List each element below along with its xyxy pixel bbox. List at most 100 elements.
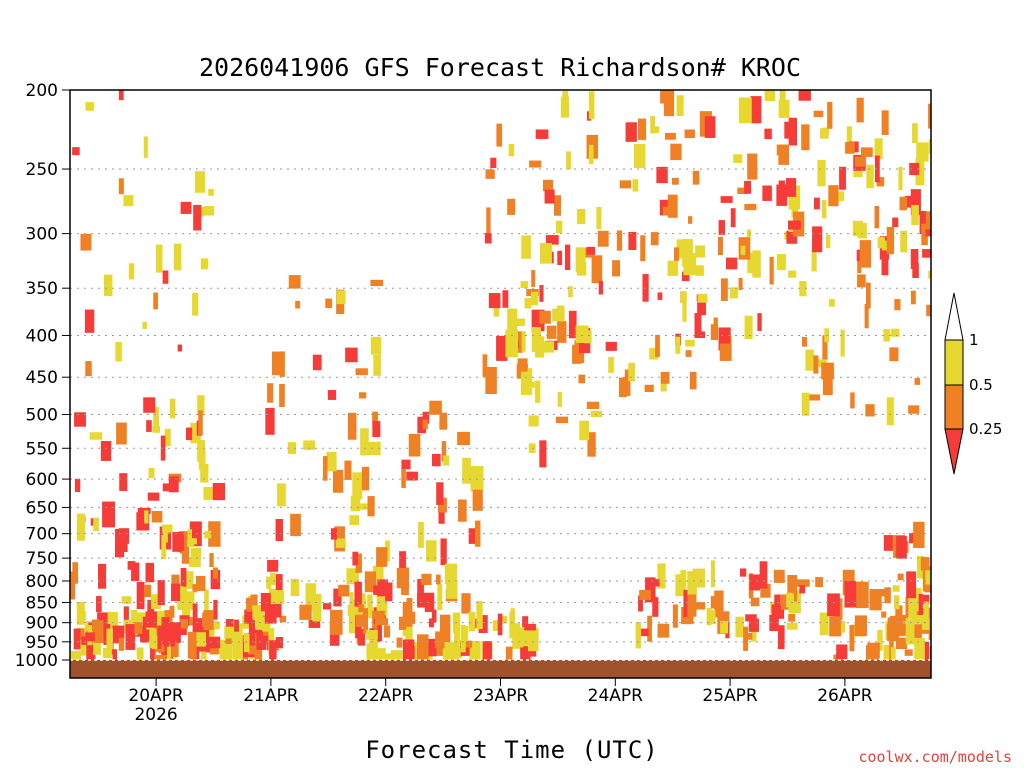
heatmap-cell — [96, 596, 102, 613]
heatmap-cell — [442, 641, 456, 662]
heatmap-cell — [928, 270, 931, 279]
heatmap-cell — [194, 171, 206, 193]
heatmap-cell — [103, 274, 113, 297]
heatmap-cell — [912, 262, 919, 279]
heatmap-cell — [236, 649, 250, 658]
heatmap-cell — [527, 627, 539, 652]
heatmap-cell — [778, 99, 790, 118]
heatmap-cell — [822, 335, 828, 361]
heatmap-cell — [683, 589, 688, 618]
heatmap-cell — [539, 243, 552, 264]
heatmap-cell — [372, 565, 384, 592]
heatmap-cell — [895, 637, 908, 649]
heatmap-cell — [750, 96, 762, 124]
heatmap-cell — [190, 547, 202, 560]
heatmap-cell — [692, 170, 700, 185]
heatmap-cell — [396, 637, 403, 648]
heatmap-cell — [912, 123, 918, 144]
heatmap-cell — [908, 594, 917, 619]
heatmap-cell — [788, 117, 797, 146]
heatmap-cell — [154, 655, 167, 662]
heatmap-cell — [173, 243, 182, 271]
heatmap-cell — [625, 122, 637, 142]
colorbar-label: 0.5 — [969, 376, 993, 394]
heatmap-cell — [700, 331, 706, 339]
ground-layer — [70, 660, 931, 678]
heatmap-cell — [524, 623, 536, 631]
heatmap-cell — [737, 187, 747, 195]
heatmap-cell — [899, 196, 908, 211]
heatmap-cell — [200, 258, 209, 270]
heatmap-cell — [496, 335, 508, 361]
heatmap-cell — [153, 292, 158, 310]
heatmap-cell — [299, 604, 312, 620]
y-tick-label: 400 — [26, 326, 58, 346]
heatmap-cell — [383, 625, 391, 638]
heatmap-cell — [486, 207, 491, 234]
heatmap-cell — [854, 615, 868, 636]
colorbar-lower-arrow — [944, 428, 964, 475]
y-tick-label: 850 — [26, 593, 58, 613]
heatmap-cell — [906, 571, 917, 599]
heatmap-cell — [786, 230, 798, 244]
heatmap-cell — [681, 271, 690, 282]
heatmap-cell — [819, 612, 829, 636]
heatmap-cell — [85, 361, 92, 377]
heatmap-cell — [115, 528, 128, 553]
heatmap-cell — [671, 177, 679, 185]
heatmap-cell — [881, 250, 889, 276]
heatmap-cell — [145, 611, 159, 628]
heatmap-cell — [198, 410, 203, 435]
heatmap-cell — [468, 528, 479, 544]
heatmap-cell — [355, 614, 367, 627]
heatmap-cell — [535, 336, 545, 358]
heatmap-cell — [147, 599, 155, 623]
heatmap-cell — [303, 440, 316, 450]
heatmap-cell — [485, 169, 495, 179]
x-tick-label: 21APR — [243, 686, 299, 706]
heatmap-cell — [112, 633, 124, 644]
heatmap-cell — [861, 147, 873, 157]
heatmap-cell — [204, 589, 209, 613]
heatmap-cell — [874, 155, 880, 183]
heatmap-cell — [591, 255, 603, 284]
heatmap-cell — [208, 636, 221, 649]
heatmap-cell — [776, 184, 788, 206]
heatmap-cell — [74, 412, 86, 427]
heatmap-cell — [232, 643, 243, 661]
heatmap-cell — [612, 260, 621, 277]
heatmap-cell — [131, 562, 140, 582]
heatmap-cells — [70, 90, 931, 673]
heatmap-cell — [295, 300, 301, 309]
heatmap-cell — [352, 551, 359, 566]
heatmap-cell — [347, 412, 357, 440]
heatmap-cell — [813, 197, 820, 210]
heatmap-cell — [801, 392, 810, 416]
heatmap-cell — [740, 245, 746, 256]
heatmap-cell — [544, 189, 555, 204]
heatmap-cell — [828, 299, 835, 307]
heatmap-cell — [869, 589, 882, 611]
heatmap-cell — [435, 631, 445, 649]
heatmap-cell — [557, 321, 567, 343]
heatmap-cell — [827, 101, 833, 129]
heatmap-cell — [438, 511, 445, 524]
heatmap-cell — [517, 358, 528, 372]
heatmap-cell — [865, 404, 875, 417]
heatmap-cell — [189, 558, 201, 568]
heatmap-cell — [718, 220, 726, 235]
heatmap-cell — [308, 619, 321, 628]
heatmap-cell — [588, 91, 595, 120]
heatmap-cell — [377, 622, 382, 642]
heatmap-cell — [402, 628, 412, 636]
heatmap-cell — [864, 303, 869, 329]
heatmap-cell — [672, 604, 678, 628]
heatmap-cell — [799, 585, 806, 594]
heatmap-cell — [275, 598, 282, 618]
heatmap-cell — [208, 188, 214, 196]
heatmap-cell — [269, 640, 277, 668]
heatmap-cell — [102, 501, 116, 528]
heatmap-cell — [436, 482, 444, 505]
heatmap-cell — [212, 482, 226, 501]
